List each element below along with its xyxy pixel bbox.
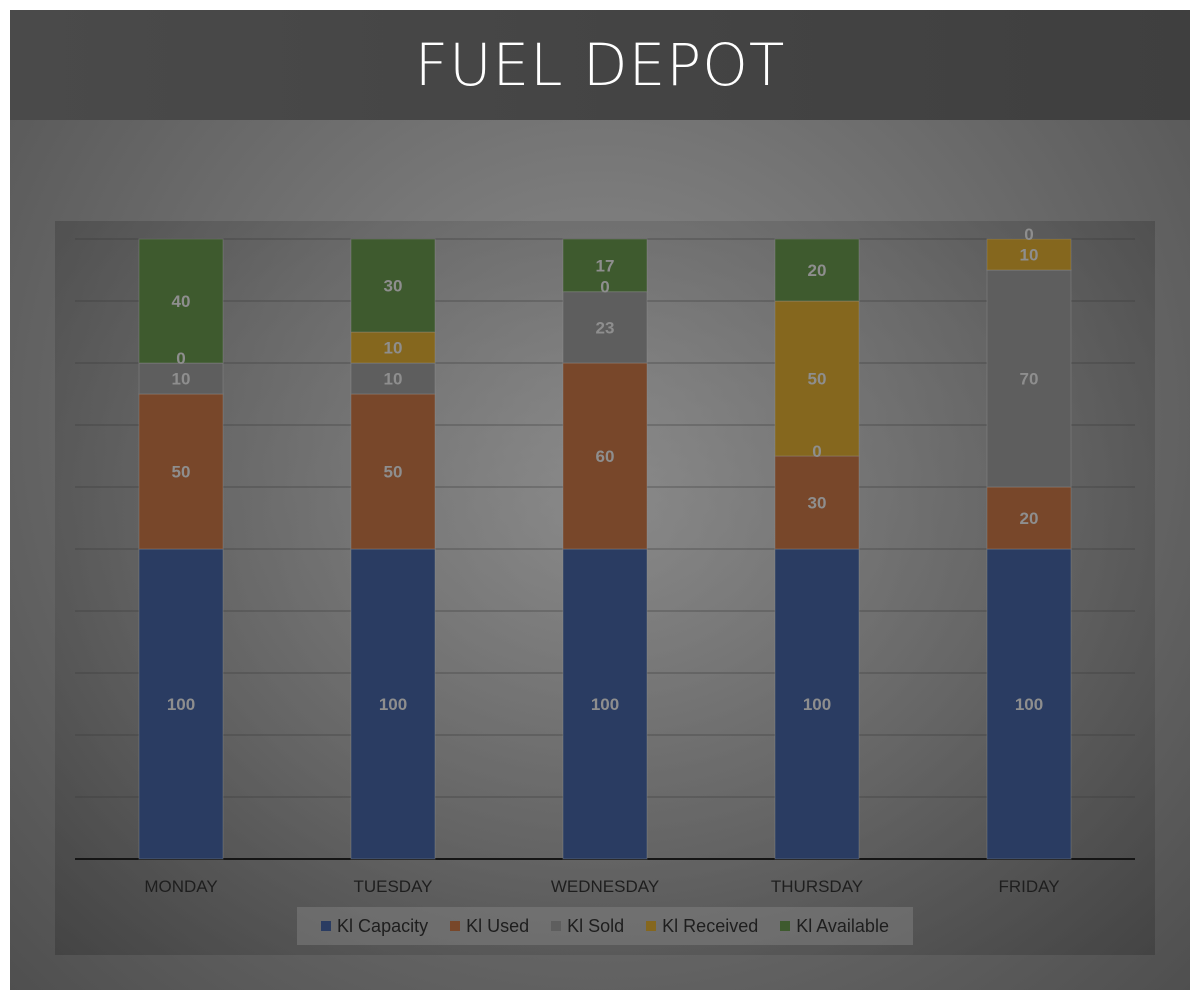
legend-item-kl-received: Kl Received <box>646 916 758 937</box>
stacked-bar-chart: 1005010040100501010301006023017100300502… <box>75 225 1135 896</box>
legend-swatch-kl-received <box>646 921 657 931</box>
legend-item-kl-capacity: Kl Capacity <box>321 916 428 937</box>
data-label-kl-sold-wednesday: 23 <box>596 318 615 337</box>
data-label-kl-available-monday: 40 <box>172 292 191 311</box>
data-label-kl-received-monday: 0 <box>176 349 185 368</box>
category-label-thursday: THURSDAY <box>771 877 863 896</box>
bar-kl-used-monday <box>138 393 224 550</box>
legend-label-kl-sold: Kl Sold <box>567 915 625 936</box>
data-label-kl-available-tuesday: 30 <box>384 277 403 296</box>
legend-swatch-kl-capacity <box>321 921 332 931</box>
data-label-kl-capacity-tuesday: 100 <box>379 695 407 714</box>
bar-kl-capacity-thursday <box>774 548 860 860</box>
data-label-kl-capacity-thursday: 100 <box>803 695 831 714</box>
category-labels: MONDAY TUESDAY WEDNESDAY THURSDAY FRIDAY <box>144 877 1059 896</box>
data-label-kl-capacity-wednesday: 100 <box>591 695 619 714</box>
data-label-kl-sold-tuesday: 10 <box>384 370 403 389</box>
bar-kl-available-wednesday <box>562 238 648 293</box>
data-label-kl-received-wednesday: 0 <box>600 278 609 297</box>
category-label-friday: FRIDAY <box>998 877 1059 896</box>
legend-item-kl-sold: Kl Sold <box>551 916 624 937</box>
bar-kl-sold-friday <box>986 269 1072 488</box>
chart-area: 100 50 10 0 40 100 50 10 10 30 100 60 23 0 17 100 30 0 50 2… <box>55 221 1155 955</box>
legend-item-kl-available: Kl Available <box>780 916 889 937</box>
data-label-kl-sold-friday: 70 <box>1020 370 1039 389</box>
bar-kl-capacity-wednesday <box>562 548 648 860</box>
legend: Kl Capacity Kl Used Kl Sold Kl Received Kl A… <box>297 907 913 945</box>
title-bar: FUEL DEPOT <box>10 10 1190 120</box>
bar-kl-used-wednesday <box>562 362 648 550</box>
bar-kl-available-monday <box>138 238 224 364</box>
bar-kl-capacity-monday <box>138 548 224 860</box>
category-label-monday: MONDAY <box>144 877 217 896</box>
bar-kl-used-friday <box>986 486 1072 550</box>
data-label-kl-used-friday: 20 <box>1020 509 1039 528</box>
legend-label-kl-received: Kl Received <box>662 915 759 936</box>
data-label-kl-capacity-monday: 100 <box>167 695 195 714</box>
bar-kl-available-tuesday <box>350 238 436 333</box>
bar-kl-available-thursday <box>774 238 860 302</box>
data-label-kl-used-tuesday: 50 <box>384 463 403 482</box>
category-label-tuesday: TUESDAY <box>353 877 432 896</box>
legend-swatch-kl-sold <box>551 921 562 931</box>
chart-frame: FUEL DEPOT 100 50 10 0 40 100 50 10 10 30 100 60 23 0… <box>10 10 1190 990</box>
bar-kl-capacity-tuesday <box>350 548 436 860</box>
legend-swatch-kl-used <box>450 921 461 931</box>
data-label-kl-received-friday: 10 <box>1020 246 1039 265</box>
legend-label-kl-available: Kl Available <box>796 915 889 936</box>
data-label-kl-available-wednesday: 17 <box>596 256 615 275</box>
bar-kl-used-thursday <box>774 455 860 550</box>
page-title: FUEL DEPOT <box>414 31 786 99</box>
data-label-kl-received-thursday: 50 <box>808 370 827 389</box>
data-label-kl-capacity-friday: 100 <box>1015 695 1043 714</box>
category-label-wednesday: WEDNESDAY <box>551 877 659 896</box>
legend-swatch-kl-available <box>780 921 791 931</box>
legend-item-kl-used: Kl Used <box>450 916 529 937</box>
data-label-kl-used-thursday: 30 <box>808 494 827 513</box>
bar-kl-received-thursday <box>774 300 860 457</box>
data-label-kl-received-tuesday: 10 <box>384 339 403 358</box>
bar-kl-received-friday <box>986 238 1072 271</box>
data-label-kl-sold-thursday: 0 <box>812 442 821 461</box>
data-label-kl-sold-monday: 10 <box>172 370 191 389</box>
data-labels: 1005010040100501010301006023017100300502… <box>167 225 1043 714</box>
data-label-kl-used-monday: 50 <box>172 463 191 482</box>
data-label-kl-used-wednesday: 60 <box>596 447 615 466</box>
bar-kl-sold-monday <box>138 362 224 395</box>
bar-kl-capacity-friday <box>986 548 1072 860</box>
bar-kl-sold-wednesday <box>562 291 648 364</box>
legend-label-kl-used: Kl Used <box>466 915 530 936</box>
bars <box>138 238 1072 860</box>
data-label-kl-available-thursday: 20 <box>808 261 827 280</box>
data-label-kl-available-friday: 0 <box>1024 225 1033 244</box>
legend-label-kl-capacity: Kl Capacity <box>337 915 429 936</box>
